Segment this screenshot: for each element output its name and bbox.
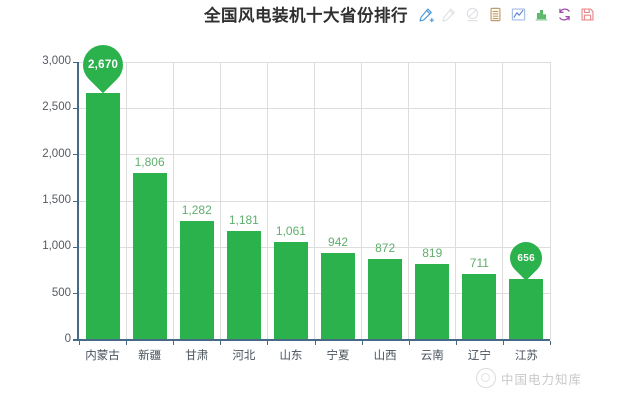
v-gridline bbox=[455, 62, 457, 340]
x-axis-tick bbox=[455, 341, 457, 345]
data-view-icon[interactable] bbox=[487, 6, 504, 23]
x-axis-tick bbox=[173, 341, 175, 345]
x-axis-tick bbox=[361, 341, 363, 345]
y-axis-label: 1,000 bbox=[42, 240, 71, 253]
x-axis-label: 云南 bbox=[420, 350, 444, 362]
v-gridline bbox=[314, 62, 315, 340]
v-gridline bbox=[408, 62, 410, 340]
bar-云南[interactable] bbox=[415, 264, 450, 340]
pencil-icon bbox=[441, 6, 458, 23]
x-axis-label: 新疆 bbox=[138, 350, 162, 362]
v-gridline bbox=[361, 62, 363, 340]
bar-chart-icon[interactable] bbox=[533, 6, 550, 23]
y-axis-tick bbox=[73, 107, 79, 109]
bar-value-label: 1,806 bbox=[134, 154, 165, 169]
save-icon[interactable] bbox=[579, 6, 596, 23]
x-axis-tick bbox=[550, 341, 551, 345]
bar-宁夏[interactable] bbox=[321, 252, 356, 340]
watermark: 中国电力知库 bbox=[476, 368, 582, 388]
v-gridline bbox=[549, 62, 551, 340]
chart-header: 全国风电装机十大省份排行 bbox=[204, 2, 596, 26]
x-axis-label: 河北 bbox=[232, 350, 256, 362]
bar-value-label: 1,061 bbox=[275, 223, 306, 238]
y-axis-tick bbox=[73, 293, 79, 295]
x-axis-tick bbox=[267, 341, 269, 345]
x-axis-label: 山东 bbox=[279, 350, 303, 362]
x-axis-tick bbox=[408, 341, 410, 345]
x-axis-tick bbox=[79, 341, 80, 345]
line-chart-icon[interactable] bbox=[510, 6, 527, 23]
v-gridline bbox=[125, 62, 127, 340]
bar-河北[interactable] bbox=[226, 230, 261, 340]
watermark-text: 中国电力知库 bbox=[501, 372, 583, 387]
y-axis-tick bbox=[73, 61, 79, 63]
x-axis-label: 辽宁 bbox=[467, 350, 491, 362]
bar-value-label: 711 bbox=[469, 256, 489, 271]
y-axis-label: 2,000 bbox=[42, 147, 71, 160]
x-axis-line bbox=[73, 339, 550, 341]
x-axis-label: 甘肃 bbox=[185, 350, 209, 362]
edit-pencil-icon[interactable] bbox=[418, 6, 435, 23]
v-gridline bbox=[172, 62, 174, 340]
publisher-logo-icon bbox=[476, 368, 496, 388]
v-gridline bbox=[219, 62, 221, 340]
max-marker-pin[interactable]: 2,670 bbox=[74, 36, 131, 94]
bar-value-label: 872 bbox=[375, 241, 396, 256]
y-axis-label: 2,500 bbox=[42, 101, 71, 114]
x-axis-tick bbox=[314, 341, 316, 345]
bar-内蒙古[interactable] bbox=[85, 92, 120, 340]
bar-甘肃[interactable] bbox=[179, 221, 214, 340]
bar-山西[interactable] bbox=[368, 259, 403, 340]
x-axis-label: 山西 bbox=[373, 350, 397, 362]
v-gridline bbox=[502, 62, 504, 340]
min-marker-pin[interactable]: 656 bbox=[503, 234, 550, 281]
y-axis-label: 1,500 bbox=[42, 194, 71, 206]
chart-toolbar bbox=[418, 6, 596, 23]
y-axis-line bbox=[77, 62, 79, 341]
x-axis-label: 江苏 bbox=[514, 350, 538, 362]
chart-title: 全国风电装机十大省份排行 bbox=[204, 7, 408, 25]
y-axis-tick bbox=[73, 154, 79, 156]
bar-value-label: 1,282 bbox=[181, 203, 212, 218]
y-axis-label: 500 bbox=[51, 286, 71, 299]
x-axis-tick bbox=[126, 341, 128, 345]
bar-value-label: 942 bbox=[328, 234, 349, 249]
y-axis-label: 0 bbox=[64, 333, 71, 345]
refresh-icon[interactable] bbox=[556, 6, 573, 23]
bar-江苏[interactable] bbox=[509, 279, 544, 340]
bar-山东[interactable] bbox=[273, 241, 308, 340]
stamp-icon bbox=[464, 6, 481, 23]
bar-value-label: 1,181 bbox=[228, 212, 259, 227]
bar-value-label: 819 bbox=[422, 246, 443, 261]
x-axis-label: 宁夏 bbox=[326, 350, 350, 362]
bar-辽宁[interactable] bbox=[462, 274, 497, 340]
x-axis-tick bbox=[220, 341, 222, 345]
bar-新疆[interactable] bbox=[132, 172, 167, 340]
x-axis-label: 内蒙古 bbox=[85, 350, 120, 362]
v-gridline bbox=[266, 62, 268, 340]
y-axis-tick bbox=[73, 246, 79, 248]
y-axis-tick bbox=[73, 200, 79, 202]
y-axis-label: 3,000 bbox=[42, 55, 71, 67]
x-axis-tick bbox=[502, 341, 504, 345]
